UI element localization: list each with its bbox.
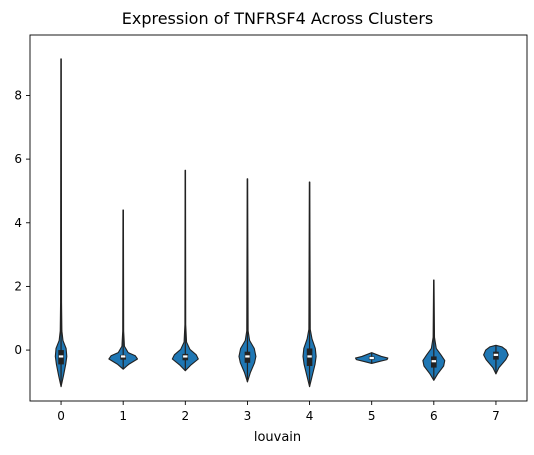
plot-frame	[29, 34, 528, 402]
y-tick-label: 2	[14, 279, 22, 293]
y-axis: 0 2 4 6 8	[14, 88, 30, 357]
violin-median-marker	[307, 355, 312, 358]
violin-median-marker	[369, 356, 374, 360]
x-tick-label: 5	[368, 409, 376, 423]
violin-median-marker	[245, 355, 250, 358]
x-axis: 0 1 2 3 4 5 6 7	[57, 401, 500, 423]
violin-median-marker	[493, 353, 499, 356]
x-tick-label: 4	[306, 409, 314, 423]
violin-median-marker	[431, 360, 437, 363]
x-tick-label: 3	[244, 409, 252, 423]
x-axis-label: louvain	[254, 430, 301, 445]
y-tick-label: 4	[14, 216, 22, 230]
x-tick-label: 2	[181, 409, 189, 423]
y-tick-label: 6	[14, 152, 22, 166]
x-tick-label: 1	[119, 409, 127, 423]
y-tick-label: 0	[14, 343, 22, 357]
chart-title: Expression of TNFRSF4 Across Clusters	[122, 9, 434, 28]
x-tick-label: 0	[57, 409, 65, 423]
x-tick-label: 7	[492, 409, 500, 423]
y-tick-label: 8	[14, 88, 22, 102]
x-tick-label: 6	[430, 409, 438, 423]
violin-median-marker	[183, 355, 188, 358]
violin-median-marker	[120, 355, 126, 358]
violin-median-marker	[58, 355, 64, 358]
plot-area	[54, 58, 509, 388]
